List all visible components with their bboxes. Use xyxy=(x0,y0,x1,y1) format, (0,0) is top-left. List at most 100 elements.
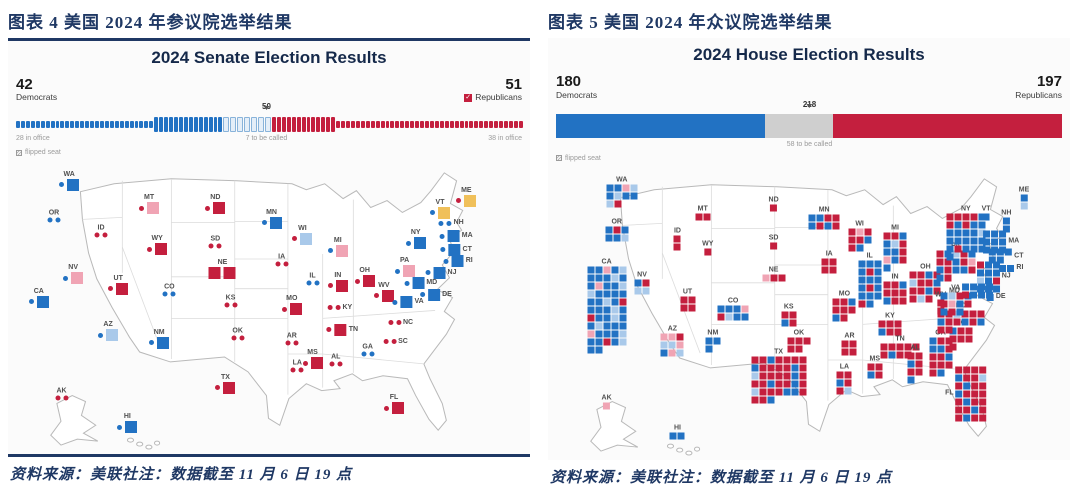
state-nd: ND xyxy=(205,194,226,215)
header-rule xyxy=(8,38,530,41)
state-va: VA xyxy=(392,296,424,309)
state-sd: SD xyxy=(769,234,778,250)
state-ma: MA xyxy=(983,230,1019,254)
state-sc: SC xyxy=(949,320,973,351)
state-wy: WY xyxy=(147,235,168,256)
state-co: CO xyxy=(717,298,749,321)
state-il: IL xyxy=(858,252,882,308)
state-in: IN xyxy=(883,273,907,305)
state-co: CO xyxy=(162,284,176,297)
state-ks: KS xyxy=(781,303,797,327)
state-fl: FL xyxy=(945,366,987,422)
state-ky: KY xyxy=(327,304,352,312)
state-ne: NE xyxy=(762,266,786,282)
senate-panel: 图表 4 美国 2024 年参议院选举结果 2024 Senate Electi… xyxy=(0,0,540,488)
state-va: VA xyxy=(940,285,972,316)
state-tx: TX xyxy=(215,374,236,394)
state-ia: IA xyxy=(275,253,289,267)
democrats-count: 180 xyxy=(556,73,582,90)
state-me: ME xyxy=(1019,187,1029,210)
senate-graphic: 2024 Senate Election Results 42 Democrat… xyxy=(8,40,530,455)
house-graphic: 2024 House Election Results 180 Democrat… xyxy=(548,38,1070,460)
house-figure-caption: 图表 5 美国 2024 年众议院选举结果 xyxy=(548,13,833,32)
state-ma: MA xyxy=(439,230,473,243)
state-mt: MT xyxy=(139,194,160,215)
house-bar-subtext: 58 to be called xyxy=(556,141,1062,150)
state-wi: WI xyxy=(848,221,872,252)
state-sd: SD xyxy=(208,236,222,249)
state-de: DE xyxy=(986,293,1006,301)
winner-check-icon: ✓ xyxy=(464,93,473,102)
state-ks: KS xyxy=(224,294,238,308)
republicans-total: 197 Republicans xyxy=(1015,73,1062,100)
state-ny: NY xyxy=(946,206,986,261)
state-wa: WA xyxy=(59,171,80,191)
state-de: DE xyxy=(420,288,452,301)
state-nm: NM xyxy=(149,329,170,349)
flipped-seat-label: flipped seat xyxy=(25,149,61,157)
majority-marker: 218 xyxy=(802,99,817,128)
state-mo: MO xyxy=(832,291,856,322)
republicans-label: Republicans xyxy=(475,92,522,103)
senate-bar-header: 42 Democrats 51 ✓ Republicans xyxy=(16,76,522,103)
majority-marker: 50 xyxy=(262,102,271,131)
republicans-total: 51 ✓ Republicans xyxy=(464,76,522,103)
majority-number: 218 xyxy=(802,99,817,109)
state-hi: HI xyxy=(669,424,685,440)
state-ky: KY xyxy=(878,312,902,336)
majority-number: 50 xyxy=(262,102,271,112)
flipped-seat-legend: flipped seat xyxy=(16,149,522,156)
state-wi: WI xyxy=(292,225,313,245)
flipped-seat-legend: flipped seat xyxy=(556,155,1062,162)
state-nj: NJ xyxy=(425,266,457,279)
state-ne: NE xyxy=(208,259,236,279)
state-nm: NM xyxy=(705,330,721,353)
marker-triangle-icon xyxy=(806,103,813,128)
state-me: ME xyxy=(456,187,477,207)
state-id: ID xyxy=(673,227,681,251)
state-vt: VT xyxy=(982,205,991,221)
state-sc: SC xyxy=(383,338,408,346)
democrats-total: 180 Democrats xyxy=(556,73,597,100)
state-hi: HI xyxy=(117,413,138,434)
state-ms: MS xyxy=(867,356,883,379)
state-al: AL xyxy=(329,354,343,367)
state-nh: NH xyxy=(438,219,464,227)
state-in: IN xyxy=(327,272,348,292)
senate-source-note: 资料来源：美联社注：数据截至 11 月 6 日 19 点 xyxy=(10,467,353,483)
state-ny: NY xyxy=(405,229,426,250)
dem-in-office: 28 in office xyxy=(16,135,50,143)
republicans-count: 197 xyxy=(1036,73,1062,90)
state-wy: WY xyxy=(702,240,713,256)
state-or: OR xyxy=(605,219,629,242)
senate-seat-bar-wrap: 50 28 in office 7 to be called 38 in off… xyxy=(16,103,523,156)
state-ct: CT xyxy=(440,243,472,256)
republicans-count: 51 xyxy=(505,75,522,93)
state-ar: AR xyxy=(285,332,299,346)
democrats-total: 42 Democrats xyxy=(16,76,57,103)
state-ia: IA xyxy=(821,251,837,274)
state-fl: FL xyxy=(383,394,404,415)
state-ak: AK xyxy=(602,395,612,410)
state-la: LA xyxy=(290,360,304,373)
state-tx: TX xyxy=(751,349,807,404)
state-ca: CA xyxy=(28,288,49,308)
to-be-called: 7 to be called xyxy=(245,135,288,143)
marker-triangle-icon xyxy=(263,106,270,131)
state-nc: NC xyxy=(387,319,413,327)
state-wv: WV xyxy=(373,282,394,302)
source-rule xyxy=(8,454,530,457)
state-ca: CA xyxy=(587,259,627,354)
state-oh: OH xyxy=(909,263,941,303)
democrats-label: Democrats xyxy=(556,89,598,100)
state-wa: WA xyxy=(606,177,638,208)
state-mi: MI xyxy=(883,224,907,272)
democrats-count: 42 xyxy=(16,75,33,93)
state-ri: RI xyxy=(999,264,1023,272)
state-ut: UT xyxy=(680,289,696,312)
state-nv: NV xyxy=(63,264,84,285)
state-ri: RI xyxy=(443,255,473,268)
state-ga: GA xyxy=(361,344,375,357)
house-map: WA OR CA NV ID MT WY UT AZ NM CO ND SD NE KS OK TX MN IA MO… xyxy=(556,166,1062,458)
